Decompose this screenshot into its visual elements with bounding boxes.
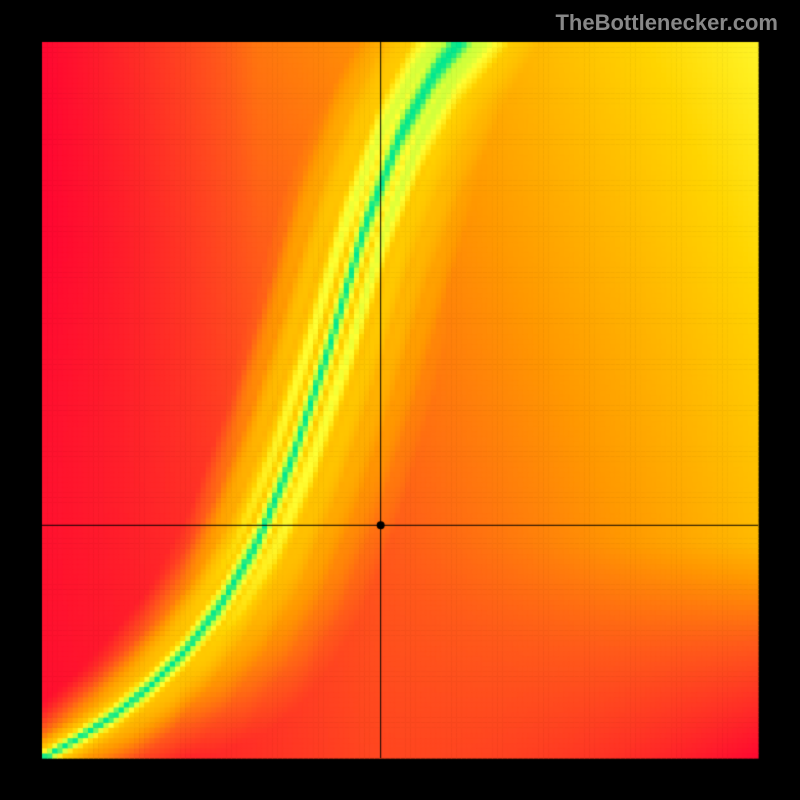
bottleneck-heatmap: [0, 0, 800, 800]
chart-container: TheBottlenecker.com: [0, 0, 800, 800]
watermark-label: TheBottlenecker.com: [555, 10, 778, 36]
